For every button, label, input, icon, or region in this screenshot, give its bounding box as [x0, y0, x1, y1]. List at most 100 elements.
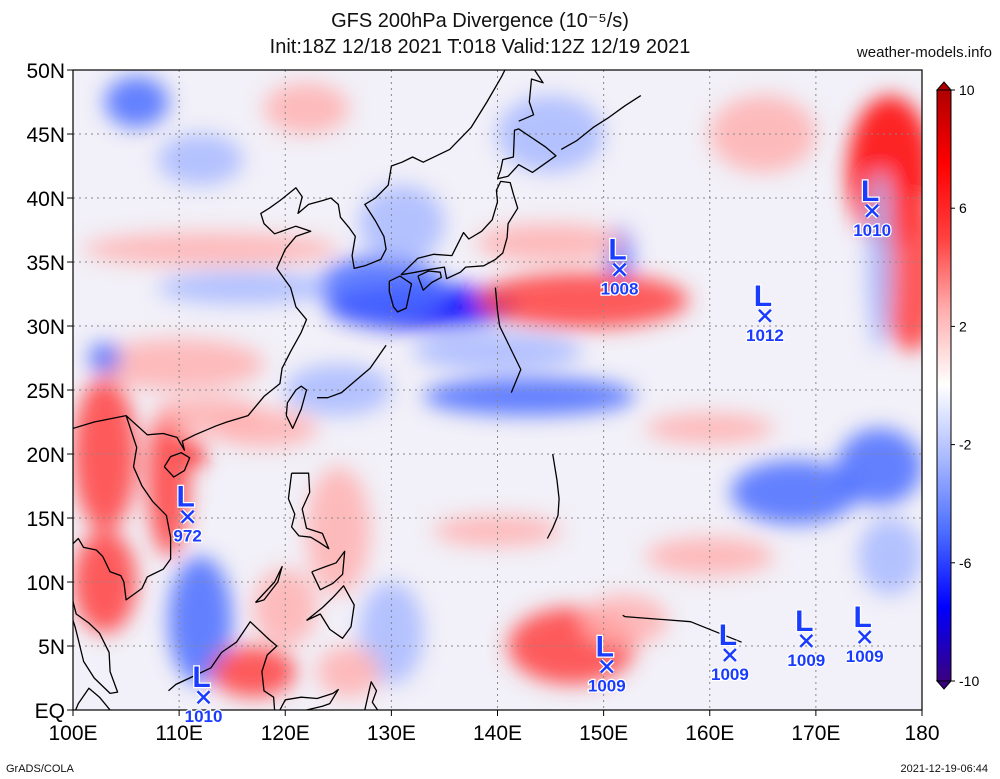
divergence-cell — [858, 518, 922, 595]
low-marker: L 1009 — [710, 618, 750, 686]
divergence-cell — [83, 232, 339, 266]
divergence-cell — [317, 646, 381, 698]
divergence-cell — [709, 95, 816, 173]
low-marker: L 1010 — [183, 660, 223, 728]
x-tick-label: 170E — [791, 722, 840, 745]
low-center-x — [723, 648, 737, 662]
low-pressure-label: 1010 — [853, 221, 891, 240]
low-center-x — [857, 630, 872, 644]
low-center-x — [612, 262, 627, 277]
low-pressure-label: 1009 — [846, 647, 884, 666]
colorbar-label: 6 — [959, 200, 967, 216]
coastline-shikoku — [417, 270, 442, 291]
divergence-cell — [476, 223, 625, 262]
divergence-cell — [88, 342, 121, 374]
low-pressure-label: 1009 — [711, 665, 749, 684]
divergence-cell — [412, 332, 583, 371]
divergence-cell — [433, 515, 562, 547]
coastline-malay-peninsula — [73, 543, 119, 695]
divergence-cell — [837, 428, 922, 506]
y-tick-label: 5N — [38, 636, 65, 659]
colorbar-label: 2 — [959, 318, 967, 334]
y-tick-label: 40N — [26, 188, 65, 211]
divergence-cell — [866, 172, 893, 352]
map-subtitle: Init:18Z 12/18 2021 T:018 Valid:12Z 12/1… — [269, 36, 691, 58]
map-grid — [73, 70, 922, 710]
colorbar-label: 10 — [959, 82, 975, 98]
coastline-caroline-isl — [622, 614, 742, 643]
divergence-cell — [157, 270, 328, 305]
low-marker: L 1008 — [599, 232, 639, 300]
low-pressure-label: 1010 — [185, 707, 223, 726]
coastline-izu-bonin — [494, 287, 522, 393]
low-marker: L 972 — [172, 479, 203, 546]
low-letter: L — [795, 605, 813, 638]
low-center-x — [599, 659, 614, 674]
divergence-cell — [264, 82, 349, 134]
low-center-x — [799, 633, 814, 648]
divergence-cell — [184, 441, 206, 467]
y-tick-label: 20N — [26, 444, 65, 467]
coastline-indochina — [73, 415, 172, 601]
x-tick-label: 110E — [155, 722, 203, 745]
coastline-ryukyu — [317, 344, 387, 399]
low-marker: L 1009 — [587, 629, 627, 697]
divergence-cell — [497, 95, 604, 173]
low-letter: L — [719, 619, 737, 652]
y-tick-label: 50N — [26, 60, 65, 83]
x-tick-label: 130E — [367, 722, 416, 745]
coastline-sulawesi — [279, 688, 339, 710]
low-center-x — [180, 509, 195, 524]
coastline-kyushu — [388, 275, 413, 313]
coastline-asia-mainland — [73, 70, 506, 451]
low-letter: L — [861, 175, 879, 208]
coastline-taiwan — [285, 385, 308, 430]
divergence-cell — [476, 272, 689, 329]
low-letter: L — [596, 630, 614, 663]
colorbar-label: -6 — [959, 555, 972, 571]
x-tick-label: 140E — [473, 722, 522, 745]
low-letter: L — [192, 661, 210, 694]
y-tick-label: 15N — [26, 508, 65, 531]
divergence-cell — [157, 134, 243, 186]
low-center-x — [865, 203, 880, 218]
coastline-sumatra — [74, 687, 111, 710]
divergence-cell — [210, 409, 318, 448]
colorbar-scale — [936, 89, 952, 682]
coastline-mindanao — [306, 585, 355, 639]
divergence-cell — [582, 594, 668, 647]
coastline-hainan — [163, 452, 191, 478]
divergence-cell — [359, 185, 445, 262]
x-tick-label: 150E — [579, 722, 628, 745]
low-pressure-label: 1009 — [787, 651, 825, 670]
low-marker: L 1012 — [745, 279, 785, 347]
x-tick-label: 180 — [904, 722, 939, 745]
divergence-cell — [317, 255, 445, 320]
low-marker: L 1009 — [845, 600, 885, 668]
footer-software: GrADS/COLA — [6, 763, 74, 775]
x-tick-label: 160E — [685, 722, 734, 745]
coastline-sakhalin — [518, 70, 544, 122]
divergence-cell — [423, 377, 636, 416]
low-letter: L — [176, 481, 194, 514]
divergence-cell — [210, 646, 296, 698]
y-axis: 50N 45N 40N 35N 30N 25N 20N 15N 10N 5N EQ — [26, 60, 73, 723]
coastlines — [73, 70, 742, 710]
site-credit[interactable]: weather-models.info — [856, 44, 992, 61]
coastline-hokkaido — [496, 128, 557, 180]
low-letter: L — [608, 234, 626, 267]
coastline-kurils — [560, 95, 642, 150]
y-tick-label: 30N — [26, 316, 65, 339]
x-tick-label: 120E — [261, 722, 310, 745]
coastline-visayas — [311, 550, 346, 591]
divergence-cell — [730, 460, 859, 525]
divergence-cell — [646, 413, 774, 444]
divergence-cell — [104, 76, 169, 128]
coastline-marianas — [546, 453, 560, 539]
y-tick-label: 10N — [26, 572, 65, 595]
low-pressure-label: 972 — [173, 527, 201, 546]
colorbar: 10 6 2 -2 -6 -10 — [935, 81, 979, 690]
x-tick-label: 100E — [48, 722, 97, 745]
